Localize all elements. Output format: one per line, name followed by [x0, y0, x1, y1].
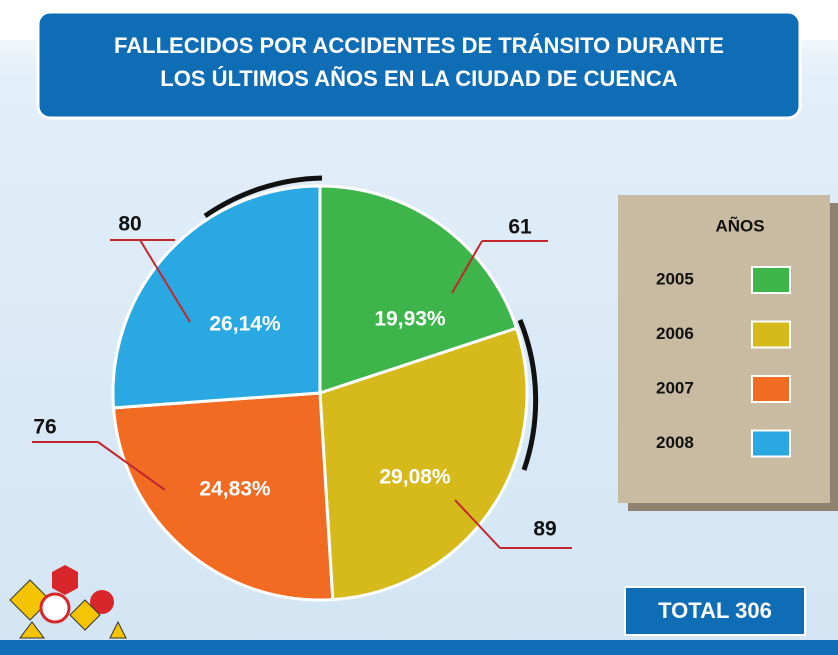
pie-slice: [318, 184, 519, 396]
total-value: 306: [735, 598, 772, 623]
legend-label: 2008: [656, 433, 694, 452]
pie-slice: [318, 326, 529, 602]
traffic-signs: [9, 565, 127, 639]
pie-shadow: [517, 319, 539, 471]
legend-label: 2005: [656, 269, 694, 288]
bottom-bar: [0, 640, 838, 655]
legend-swatch: [751, 429, 791, 458]
value-label: 76: [33, 416, 56, 439]
leader-line: [451, 240, 483, 294]
legend-box: [618, 195, 830, 503]
total-label: TOTAL: [658, 598, 729, 623]
chart-title: LOS ÚLTIMOS AÑOS EN LA CIUDAD DE CUENCA: [160, 66, 678, 91]
title-box: [36, 10, 802, 120]
legend-swatch: [751, 266, 791, 294]
percent-label: 26,14%: [209, 313, 281, 336]
leader-line: [139, 239, 191, 323]
legend-title: AÑOS: [715, 215, 764, 235]
value-label: 80: [118, 213, 141, 236]
pie-slice: [111, 391, 335, 602]
legend-label: 2007: [656, 378, 694, 397]
leader-line: [97, 441, 166, 491]
percent-label: 19,93%: [374, 308, 446, 331]
pie-shadow: [203, 175, 323, 219]
value-label: 89: [533, 518, 556, 541]
value-label: 61: [508, 216, 532, 239]
pie-slice: [111, 184, 322, 410]
total: TOTAL 306: [658, 598, 772, 623]
legend-swatch: [751, 375, 791, 403]
leader-line: [454, 499, 501, 549]
total-box: [624, 586, 806, 636]
legend-swatch: [751, 320, 791, 349]
percent-label: 29,08%: [379, 466, 451, 489]
chart-title: FALLECIDOS POR ACCIDENTES DE TRÁNSITO DU…: [114, 33, 724, 58]
legend-label: 2006: [656, 324, 694, 343]
percent-label: 24,83%: [199, 478, 271, 501]
